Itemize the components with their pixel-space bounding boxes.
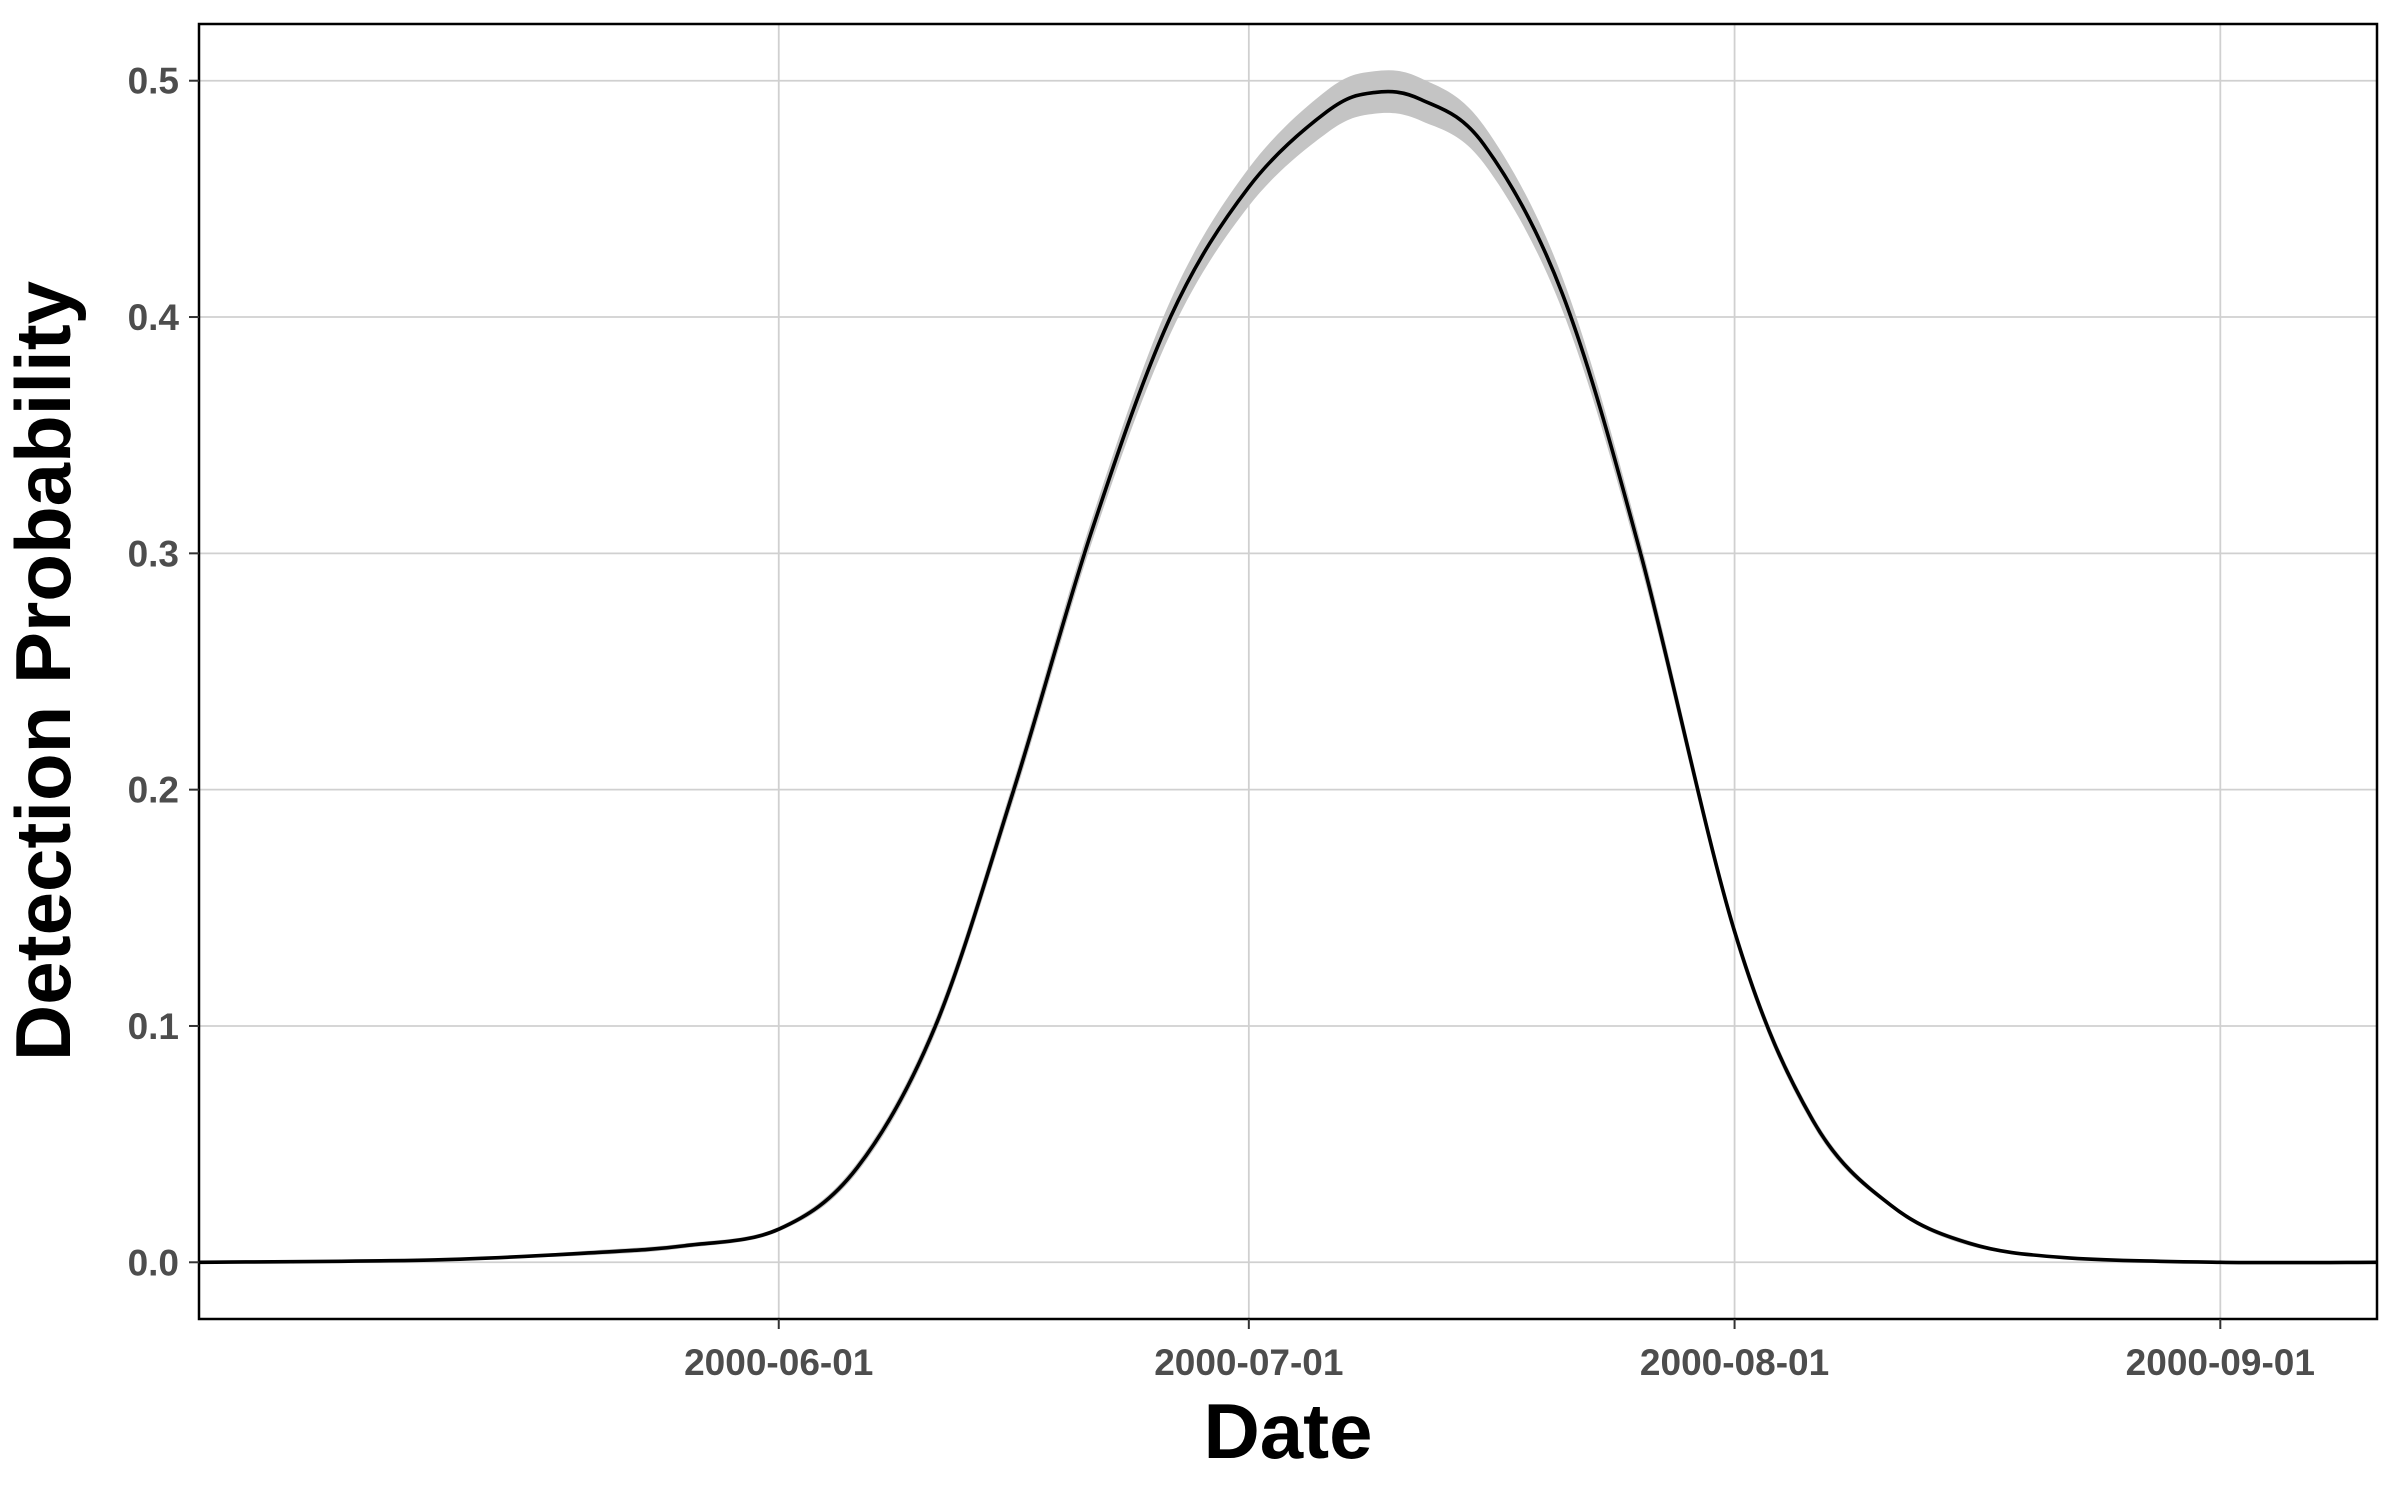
y-tick-label: 0.5 bbox=[128, 61, 179, 102]
x-tick-label: 2000-06-01 bbox=[684, 1342, 873, 1383]
x-axis: 2000-06-01 2000-07-01 2000-08-01 2000-09-01 bbox=[684, 1319, 2315, 1383]
y-tick-label: 0.4 bbox=[128, 297, 180, 338]
grid-major-lines bbox=[199, 24, 2377, 1319]
y-tick-label: 0.2 bbox=[128, 770, 179, 811]
detection-probability-line bbox=[198, 89, 2378, 1265]
x-axis-title: Date bbox=[1203, 1387, 1372, 1475]
y-axis-title: Detection Probability bbox=[0, 281, 87, 1061]
x-tick-label: 2000-09-01 bbox=[2126, 1342, 2315, 1383]
x-tick-label: 2000-07-01 bbox=[1154, 1342, 1343, 1383]
x-tick-label: 2000-08-01 bbox=[1640, 1342, 1829, 1383]
y-tick-label: 0.0 bbox=[128, 1242, 179, 1283]
confidence-ribbon bbox=[199, 70, 2377, 1263]
y-tick-label: 0.1 bbox=[128, 1006, 179, 1047]
y-axis: 0.0 0.1 0.2 0.3 0.4 0.5 bbox=[128, 61, 199, 1283]
plot-panel-border bbox=[197, 22, 2379, 1321]
y-tick-label: 0.3 bbox=[128, 533, 179, 574]
